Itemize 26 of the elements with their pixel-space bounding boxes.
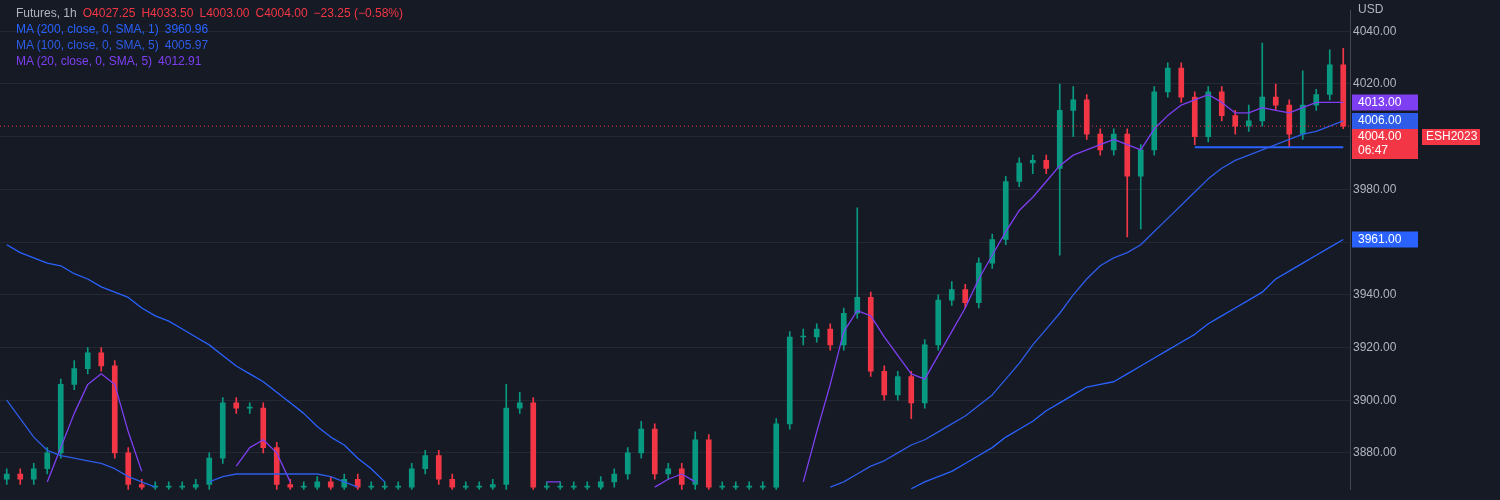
y-tick-label: 4040.00 [1353,23,1397,38]
text: 06:47 [1358,143,1389,158]
ref-line-label: 4004.00 [1358,129,1402,144]
annotation: −23.25 (−0.58%) [313,6,403,20]
annotation: O4027.25 [82,6,136,20]
y-tick-label: 4020.00 [1353,76,1397,91]
annotation: L4003.00 [199,6,250,20]
annotation: 4012.91 [158,54,202,68]
annotation: C4004.00 [255,6,308,20]
text: ESH2023 [1426,129,1478,144]
y-tick-label: 3880.00 [1353,445,1397,460]
data-label: 4013.00 [1358,94,1402,109]
text: MA (200, close, 0, SMA, 1) [16,22,159,36]
text: MA (100, close, 0, SMA, 5) [16,38,159,52]
data-label: 4006.00 [1358,113,1402,128]
annotation: 3960.96 [164,22,209,36]
y-tick-label: 3980.00 [1353,181,1397,196]
data-label: 3961.00 [1358,231,1402,246]
y-tick-label: 3900.00 [1353,392,1397,407]
annotation: 4005.97 [164,38,209,52]
y-tick-label: 3940.00 [1353,287,1397,302]
y-tick-label: 3920.00 [1353,339,1397,354]
chart-title: Futures, 1h [16,6,77,20]
y-axis-title: USD [1358,2,1384,17]
text: MA (20, close, 0, SMA, 5) [16,54,153,68]
annotation: H4033.50 [141,6,194,20]
